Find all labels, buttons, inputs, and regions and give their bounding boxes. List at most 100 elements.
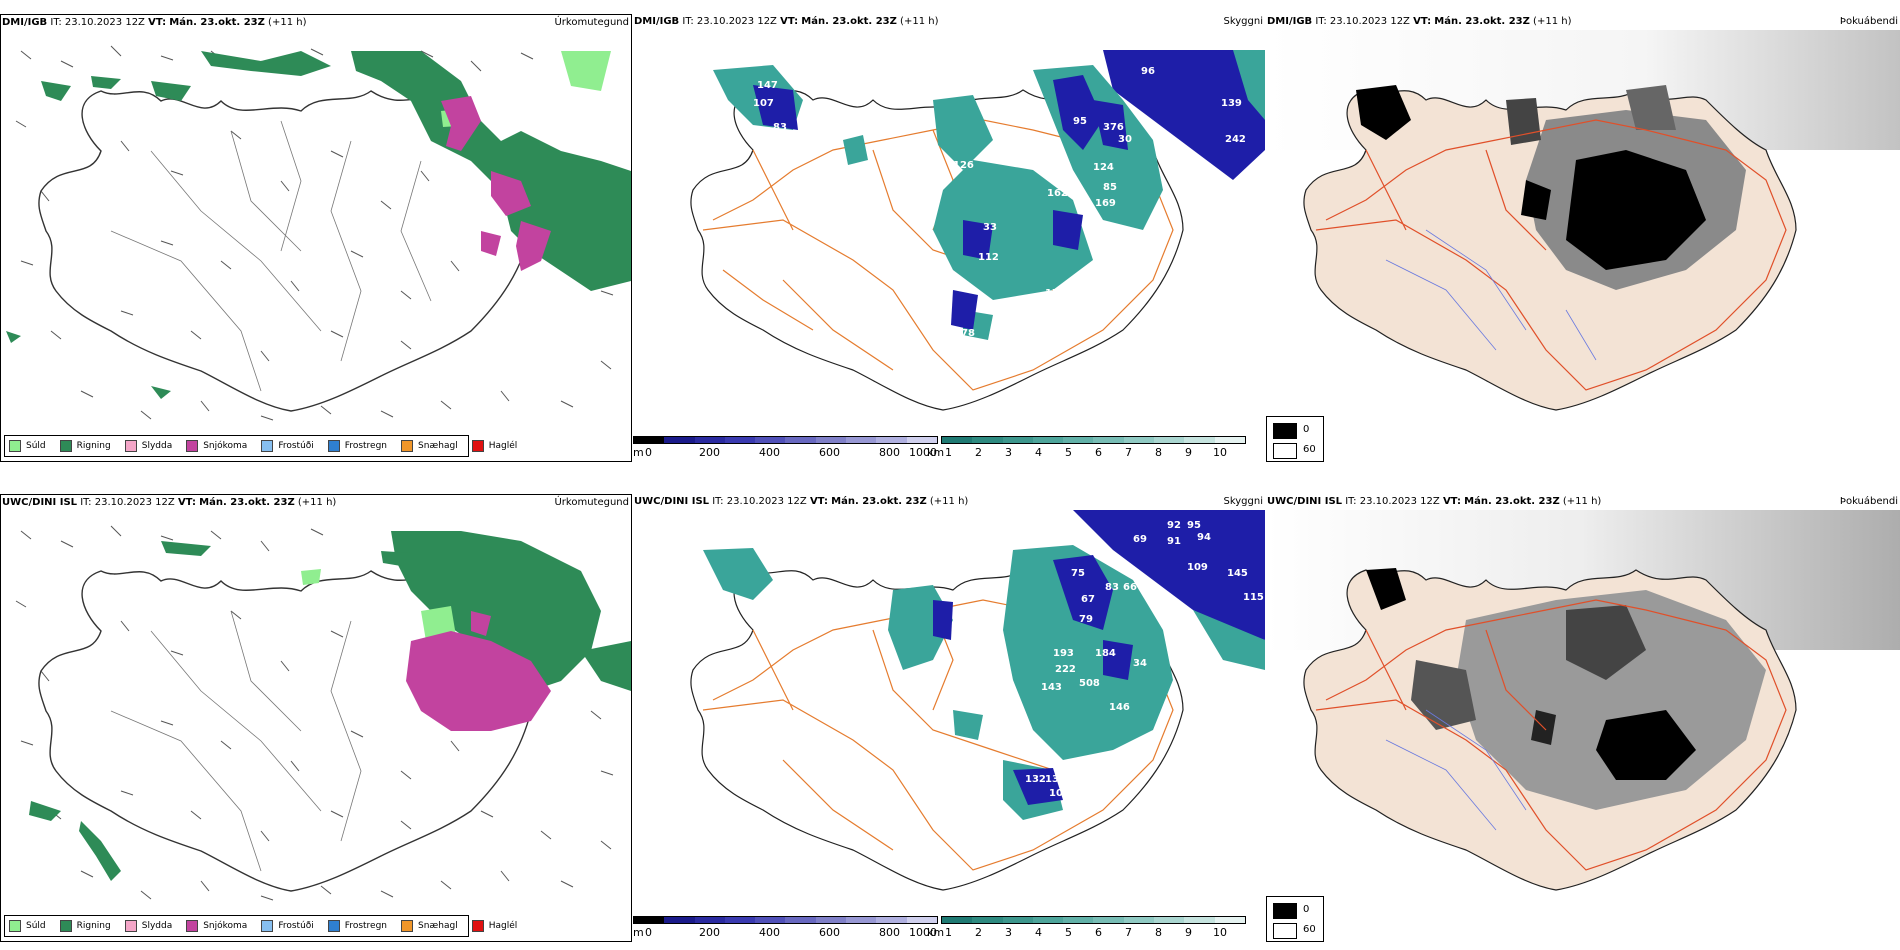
vis-label: 174 [1045,288,1066,299]
vis-label: 132 [1025,774,1046,785]
vis-label: 83 [773,122,787,133]
vis-label: 34 [1133,658,1147,669]
legend-item: Rigning [59,440,111,452]
visibility-scale-m: m 0 200 400 600 800 1000 [633,916,938,942]
legend-item: Haglél [471,440,517,452]
snow-areas [406,611,551,731]
legend-item: Frostregn [327,920,387,932]
rain-areas [29,531,631,881]
panel-header: UWC/DINI ISL IT: 23.10.2023 12Z VT: Mán.… [1,495,631,511]
vis-label: 101 [1049,788,1070,799]
panel-title: Skyggni [1223,16,1263,27]
visibility-map: 92 95 69 91 94 109 145 115 75 83 66 67 7… [690,510,1265,891]
fog-panel-bottom: UWC/DINI ISL IT: 23.10.2023 12Z VT: Mán.… [1266,494,1900,942]
legend-item: Snæhagl [401,440,458,452]
vis-label: 242 [1225,134,1246,145]
vis-label: 96 [1141,66,1155,77]
precip-panel-top: DMI/IGB IT: 23.10.2023 12Z VT: Mán. 23.o… [0,14,632,462]
vis-label: 30 [1118,134,1132,145]
visibility-panel-top: DMI/IGB IT: 23.10.2023 12Z VT: Mán. 23.o… [633,14,1265,462]
fog-map [1266,30,1900,411]
vis-label: 169 [1095,198,1116,209]
vis-label: 78 [961,328,975,339]
vis-label: 83 [1105,582,1119,593]
panel-header: DMI/IGB IT: 23.10.2023 12Z VT: Mán. 23.o… [1,15,631,31]
vis-label: 85 [1103,182,1117,193]
vis-label: 146 [1109,702,1130,713]
panel-title: Þokuábendi [1839,496,1898,507]
vis-label: 79 [1079,614,1093,625]
panel-title: Þokuábendi [1839,16,1898,27]
fog-map [1266,510,1900,891]
rivers [110,120,432,392]
vis-label: 184 [1095,648,1116,659]
vis-label: 109 [1187,562,1208,573]
panel-title: Úrkomutegund [554,497,629,508]
vis-label: 76 [1065,308,1079,319]
vis-label: 145 [1227,568,1248,579]
vis-label: 193 [1053,648,1074,659]
vis-label: 131 [1045,774,1066,785]
roads [1315,599,1787,871]
visibility-value-labels: 96 139 242 147 107 83 95 376 30 88 124 8… [753,66,1246,339]
legend-item: Slydda [124,920,172,932]
visibility-scale-m: m 0 200 400 600 800 1000 [633,436,938,462]
vis-label: 95 [1187,520,1201,531]
snow-areas [441,96,551,271]
iceland-outline [690,569,1184,891]
legend-item: Frostúði [261,440,314,452]
fog-panel-top: DMI/IGB IT: 23.10.2023 12Z VT: Mán. 23.o… [1266,14,1900,462]
fog-legend: 0 60 [1266,416,1324,462]
legend-item: Rigning [59,920,111,932]
vis-label: 112 [978,252,999,263]
vis-label: 124 [1093,162,1114,173]
sea-fog-area [1073,510,1265,640]
precip-type-legend: Súld Rigning Slydda Snjókoma Frostúði Fr… [4,435,517,457]
precip-map [15,525,631,901]
vis-label: 91 [1167,536,1181,547]
visibility-scale-km: km 1 2 3 4 5 6 7 8 9 10 [927,916,1246,942]
vis-label: 139 [1221,98,1242,109]
vis-label: 88 [1047,152,1061,163]
sea-fog-area [1103,50,1265,180]
rain-areas [6,51,631,399]
panel-title: Úrkomutegund [554,17,629,28]
legend-item: Frostregn [327,440,387,452]
legend-item: Snjókoma [186,440,247,452]
rivers [1385,709,1527,831]
precip-map [6,45,631,421]
mid-visibility-areas [703,545,1173,820]
vis-label: 92 [1167,520,1181,531]
vis-label: 69 [1133,534,1147,545]
vis-label: 143 [1041,682,1062,693]
rivers [110,610,362,872]
fog-index-areas [1356,85,1746,290]
iceland-outline [690,89,1184,411]
vis-label: 107 [753,98,774,109]
legend-item: Snjókoma [186,920,247,932]
legend-item: Frostúði [261,920,314,932]
vis-label: 67 [1081,594,1095,605]
visibility-scale-km: km 1 2 3 4 5 6 7 8 9 10 [927,436,1246,462]
visibility-value-labels: 92 95 69 91 94 109 145 115 75 83 66 67 7… [1025,520,1264,799]
vis-label: 147 [757,80,778,91]
legend-item: Súld [9,440,46,452]
vis-label: 508 [1079,678,1100,689]
vis-label: 162 [1047,188,1068,199]
low-visibility-areas [933,555,1133,805]
vis-label: 376 [1103,122,1124,133]
vis-label: 95 [1073,116,1087,127]
visibility-panel-bottom: UWC/DINI ISL IT: 23.10.2023 12Z VT: Mán.… [633,494,1265,942]
vis-label: 94 [1197,532,1211,543]
panel-title: Skyggni [1223,496,1263,507]
vis-label: 126 [953,160,974,171]
fog-legend: 0 60 [1266,896,1324,942]
vis-label: 33 [983,222,997,233]
vis-label: 35 [857,168,871,179]
legend-item: Slydda [124,440,172,452]
precip-type-legend: Súld Rigning Slydda Snjókoma Frostúði Fr… [4,915,517,937]
legend-item: Súld [9,920,46,932]
precip-panel-bottom: UWC/DINI ISL IT: 23.10.2023 12Z VT: Mán.… [0,494,632,942]
rivers [1385,229,1597,361]
sea-mid-vis [1233,50,1265,120]
